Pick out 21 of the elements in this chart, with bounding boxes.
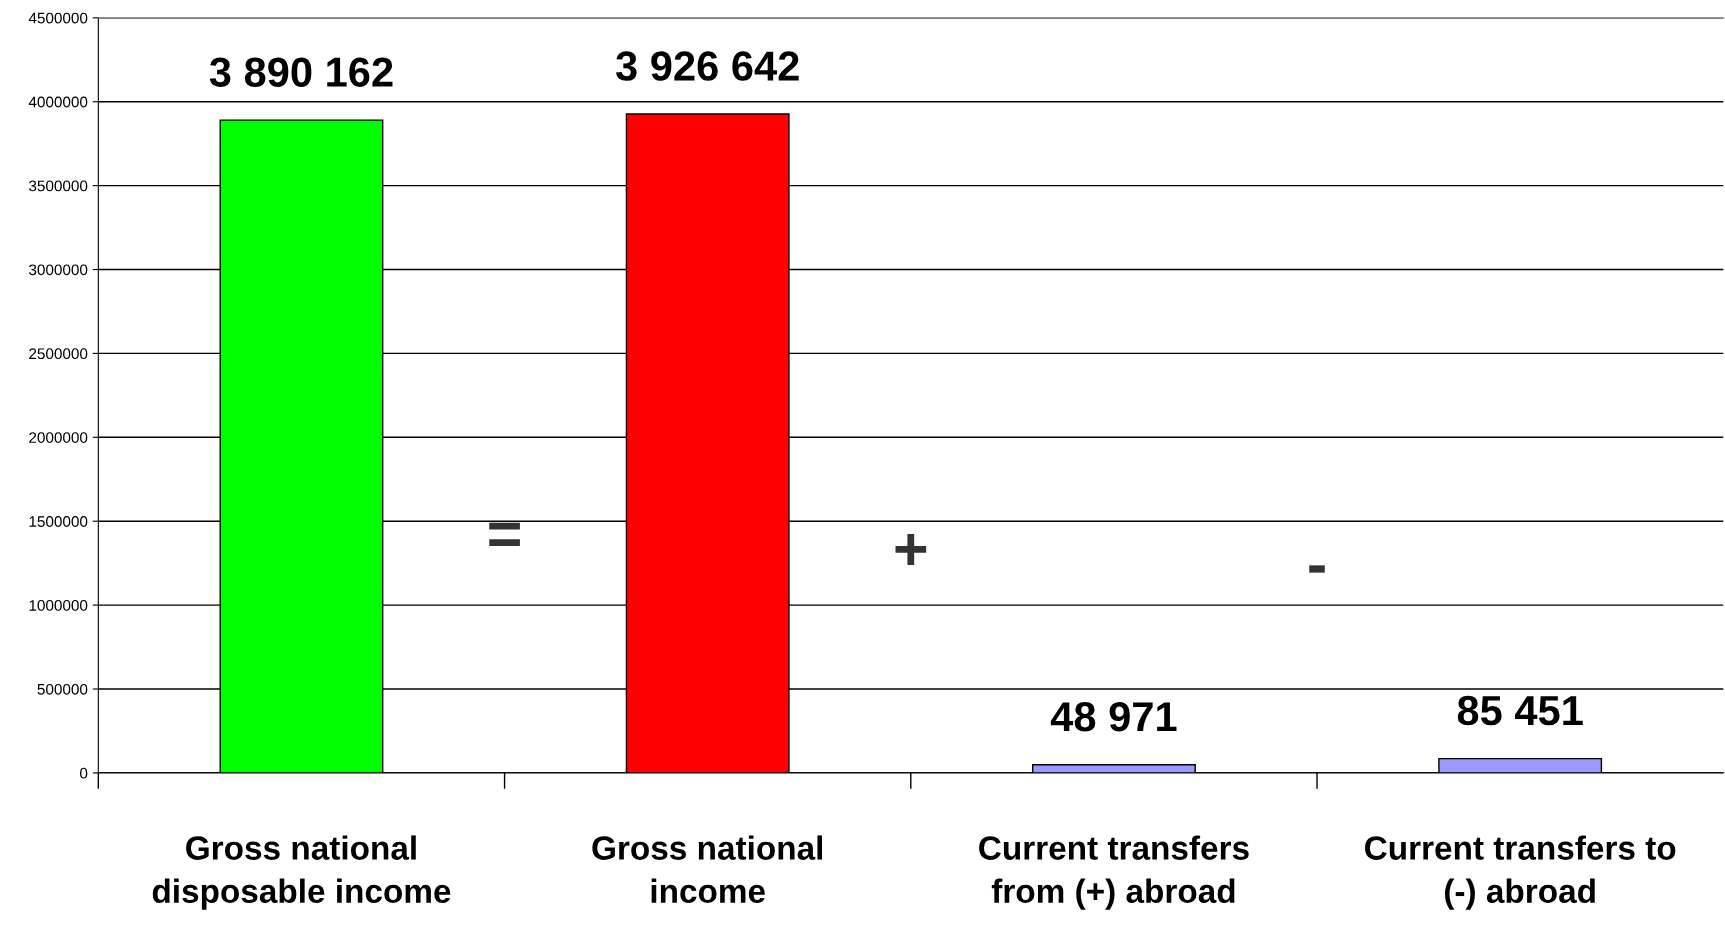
y-tick-label: 1500000 [29, 516, 88, 527]
annotation: - [1309, 565, 1325, 573]
x-tick-label: Gross national disposable income [152, 835, 451, 910]
data-label: 85 451 [1457, 695, 1583, 726]
y-tick-label: 4500000 [28, 12, 88, 24]
data-label: 3 926 642 [615, 51, 799, 81]
y-tick-label: 3500000 [29, 180, 88, 192]
x-tick-label: Gross national income [592, 835, 823, 904]
y-tick-label: 2000000 [29, 432, 88, 443]
y-tick-label: 500000 [37, 683, 88, 695]
annotation: = [489, 522, 520, 546]
x-tick-label: Current transfers to (-) abroad [1365, 835, 1676, 910]
y-tick-label: 2500000 [29, 348, 88, 360]
annotation: + [895, 533, 927, 565]
y-tick-label: 4000000 [28, 96, 88, 108]
y-tick-label: 1000000 [29, 599, 88, 611]
data-label: 48 971 [1050, 701, 1177, 732]
y-tick-label: 0 [80, 767, 88, 779]
x-tick-label: Current transfers from (+) abroad [979, 835, 1249, 910]
data-label: 3 890 162 [209, 57, 393, 87]
y-tick-label: 3000000 [29, 264, 88, 276]
